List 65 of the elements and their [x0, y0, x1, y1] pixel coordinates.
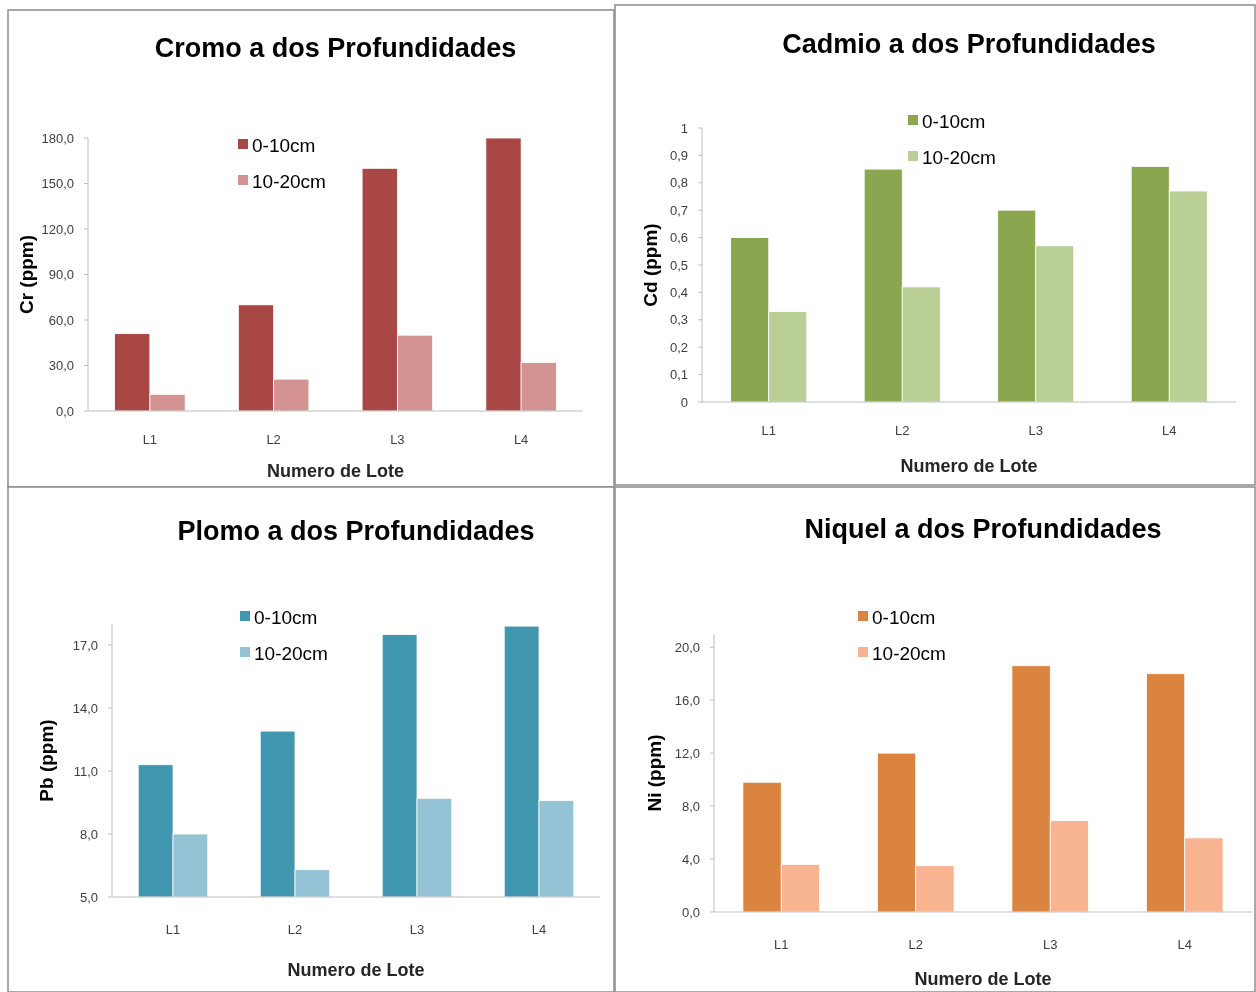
x-tick-label: L1 [165, 922, 181, 937]
y-tick-label: 14,0 [72, 700, 98, 716]
x-axis-title: Numero de Lote [287, 960, 425, 980]
x-axis-title: Numero de Lote [266, 461, 405, 481]
y-tick-label: 20,0 [674, 639, 700, 655]
y-tick-label: 0,2 [669, 339, 688, 355]
x-tick-label: L4 [513, 432, 529, 447]
legend-label: 10-20cm [922, 146, 996, 168]
y-tick-label: 8,0 [79, 826, 98, 842]
y-tick-label: 1 [680, 120, 688, 136]
x-tick-label: L4 [531, 922, 547, 937]
y-tick-label: 16,0 [674, 692, 700, 708]
y-tick-label: 8,0 [681, 798, 700, 814]
y-tick-label: 17,0 [72, 637, 98, 653]
x-tick-label: L1 [774, 937, 789, 952]
y-tick-label: 0,7 [669, 202, 688, 218]
y-axis-title: Cr (ppm) [15, 234, 37, 315]
legend-label: 0-10cm [872, 606, 936, 628]
chart-title: Cromo a dos Profundidades [154, 33, 517, 63]
x-tick-label: L3 [409, 922, 425, 937]
y-tick-label: 0,6 [669, 230, 688, 246]
x-tick-label: L3 [390, 432, 405, 447]
y-tick-label: 11,0 [73, 763, 98, 779]
x-tick-label: L4 [1177, 937, 1192, 952]
x-tick-label: L2 [908, 937, 923, 952]
x-tick-label: L1 [761, 423, 776, 438]
y-tick-label: 0,0 [55, 403, 74, 419]
y-tick-label: 4,0 [681, 851, 700, 867]
y-tick-label: 0,3 [669, 312, 688, 328]
y-tick-label: 0,4 [669, 284, 688, 300]
y-tick-label: 150,0 [41, 176, 74, 192]
y-tick-label: 0,9 [669, 147, 688, 163]
x-tick-label: L3 [1028, 423, 1043, 438]
y-tick-label: 60,0 [48, 312, 74, 328]
x-axis-title: Numero de Lote [914, 969, 1052, 989]
x-tick-label: L2 [287, 922, 303, 937]
y-tick-label: 0,8 [669, 175, 688, 191]
y-tick-label: 0,0 [681, 904, 700, 920]
legend-label: 0-10cm [922, 110, 986, 132]
y-tick-label: 12,0 [674, 745, 700, 761]
chart-title: Plomo a dos Profundidades [177, 516, 535, 546]
x-tick-label: L2 [266, 432, 281, 447]
chart-title: Niquel a dos Profundidades [804, 514, 1162, 544]
x-tick-label: L2 [895, 423, 910, 438]
y-tick-label: 180,0 [41, 130, 74, 146]
legend-label: 0-10cm [252, 134, 316, 156]
chart-title: Cadmio a dos Profundidades [782, 29, 1156, 59]
y-tick-label: 5,0 [79, 889, 98, 905]
y-tick-label: 90,0 [48, 267, 74, 283]
legend-label: 10-20cm [254, 642, 328, 664]
legend-label: 0-10cm [254, 606, 318, 628]
legend-label: 10-20cm [872, 642, 946, 664]
x-tick-label: L4 [1162, 423, 1177, 438]
y-axis-title: Ni (ppm) [643, 734, 665, 812]
x-tick-label: L3 [1043, 937, 1058, 952]
y-tick-label: 0,5 [669, 257, 688, 273]
x-axis-title: Numero de Lote [900, 456, 1038, 476]
y-axis-title: Pb (ppm) [35, 719, 57, 802]
y-tick-label: 0 [680, 394, 688, 410]
y-axis-title: Cd (ppm) [639, 223, 661, 307]
y-tick-label: 120,0 [41, 221, 74, 237]
y-tick-label: 0,1 [669, 367, 688, 383]
legend-label: 10-20cm [252, 170, 326, 192]
x-tick-label: L1 [142, 432, 158, 447]
y-tick-label: 30,0 [48, 358, 74, 374]
